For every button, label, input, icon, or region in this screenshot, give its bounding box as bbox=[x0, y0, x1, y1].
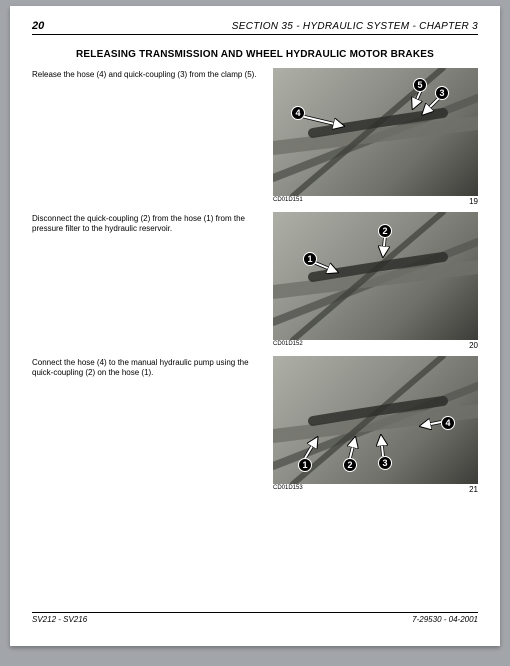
section-title: SECTION 35 - HYDRAULIC SYSTEM - CHAPTER … bbox=[232, 21, 478, 32]
figure-code: CD01D152 bbox=[273, 341, 303, 350]
callout-badge: 2 bbox=[343, 458, 357, 472]
figure-image: 12 bbox=[273, 212, 478, 340]
figure-code: CD01D151 bbox=[273, 197, 303, 206]
figure-caption: CD01D151 19 bbox=[273, 197, 478, 206]
callout-badge: 2 bbox=[378, 224, 392, 238]
footer-left: SV212 - SV216 bbox=[32, 615, 87, 624]
callout-badge: 1 bbox=[298, 458, 312, 472]
figure-number: 21 bbox=[469, 485, 478, 494]
figure-image: 1 2 3 4 bbox=[273, 356, 478, 484]
callout-badge: 4 bbox=[441, 416, 455, 430]
callout-badge: 1 bbox=[303, 252, 317, 266]
figure-number: 20 bbox=[469, 341, 478, 350]
figure-number: 19 bbox=[469, 197, 478, 206]
step-text: Connect the hose (4) to the manual hydra… bbox=[32, 356, 263, 494]
figure-column: 1 2 3 4 CD01D153 21 bbox=[273, 356, 478, 494]
instruction-step: Connect the hose (4) to the manual hydra… bbox=[32, 356, 478, 494]
instruction-step: Disconnect the quick-coupling (2) from t… bbox=[32, 212, 478, 350]
figure-image: 4 53 bbox=[273, 68, 478, 196]
figure-column: 4 53 CD01D151 19 bbox=[273, 68, 478, 206]
callout-badge: 4 bbox=[291, 106, 305, 120]
page-number: 20 bbox=[32, 20, 44, 32]
figure-caption: CD01D152 20 bbox=[273, 341, 478, 350]
step-text: Disconnect the quick-coupling (2) from t… bbox=[32, 212, 263, 350]
figure-caption: CD01D153 21 bbox=[273, 485, 478, 494]
step-text: Release the hose (4) and quick-coupling … bbox=[32, 68, 263, 206]
manual-page: 20 SECTION 35 - HYDRAULIC SYSTEM - CHAPT… bbox=[10, 6, 500, 646]
callout-badge: 3 bbox=[378, 456, 392, 470]
page-footer: SV212 - SV216 7-29530 - 04-2001 bbox=[32, 612, 478, 624]
callout-badge: 5 bbox=[413, 78, 427, 92]
callout-badge: 3 bbox=[435, 86, 449, 100]
footer-right: 7-29530 - 04-2001 bbox=[412, 615, 478, 624]
instruction-step: Release the hose (4) and quick-coupling … bbox=[32, 68, 478, 206]
figure-column: 12CD01D15220 bbox=[273, 212, 478, 350]
page-header: 20 SECTION 35 - HYDRAULIC SYSTEM - CHAPT… bbox=[32, 20, 478, 35]
figure-code: CD01D153 bbox=[273, 485, 303, 494]
page-title: RELEASING TRANSMISSION AND WHEEL HYDRAUL… bbox=[32, 49, 478, 60]
